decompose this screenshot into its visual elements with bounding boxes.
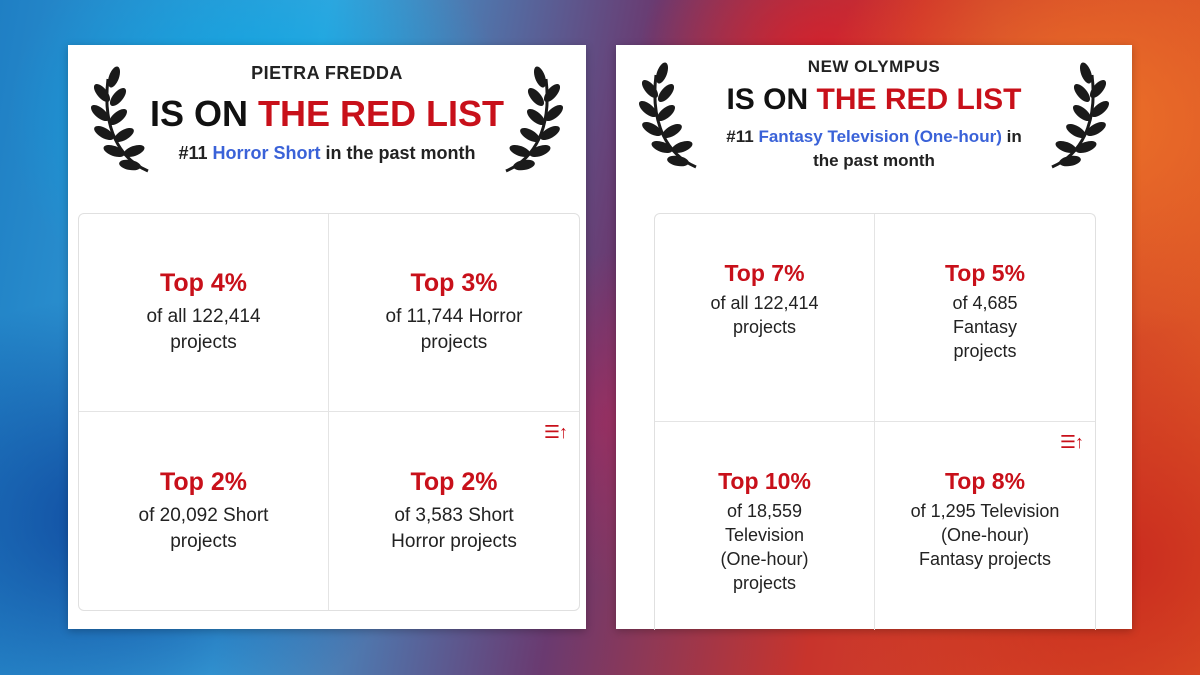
stat-top: Top 10% [718, 468, 811, 494]
stat-top: Top 8% [944, 468, 1026, 494]
stat-top: Top 7% [724, 260, 805, 286]
stat-cell: ☰↑ Top 2% of 3,583 Short Horror projects [329, 412, 579, 610]
stat-desc: of all 122,414 projects [146, 306, 261, 353]
red-list-headline: IS ON THE RED LIST [616, 83, 1132, 117]
stat-cell: Top 5% of 4,685 Fantasy projects [875, 214, 1095, 422]
headline-red-list: THE RED LIST [258, 93, 505, 134]
stats-grid: Top 4% of all 122,414 projects Top 3% of… [78, 213, 580, 611]
laurel-left-icon [90, 59, 160, 179]
red-list-card-pietra-fredda: PIETRA FREDDA IS ON THE RED LIST #11 Hor… [68, 45, 586, 629]
rank-period: in the past month [325, 143, 476, 163]
stat-top: Top 3% [410, 269, 498, 297]
stat-desc: of 20,092 Short projects [138, 504, 269, 552]
laurel-right-icon [494, 59, 564, 179]
rank-number: #11 [178, 143, 208, 163]
stat-desc: of 3,583 Short Horror projects [391, 504, 517, 552]
rank-line: #11 Horror Short in the past month [68, 141, 586, 165]
laurel-right-icon [1040, 55, 1110, 175]
stat-desc: of 1,295 Television (One-hour) Fantasy p… [910, 501, 1060, 569]
genre-link[interactable]: Horror Short [212, 143, 321, 163]
stats-grid: Top 7% of all 122,414 projects Top 5% of… [654, 213, 1096, 630]
stat-desc: of 4,685 Fantasy projects [952, 293, 1018, 361]
red-list-card-new-olympus: NEW OLYMPUS IS ON THE RED LIST #11 Fanta… [616, 45, 1132, 630]
stat-cell: ☰↑ Top 8% of 1,295 Television (One-hour)… [875, 422, 1095, 630]
red-list-headline: IS ON THE RED LIST [68, 93, 586, 135]
stat-top: Top 2% [410, 467, 498, 496]
laurel-left-icon [638, 55, 708, 175]
stat-cell: Top 7% of all 122,414 projects [655, 214, 875, 422]
rank-period: in the past month [813, 127, 1022, 170]
stat-desc: of 18,559 Television (One-hour) projects [720, 501, 809, 593]
stat-cell: Top 3% of 11,744 Horror projects [329, 214, 579, 412]
stat-cell: Top 4% of all 122,414 projects [79, 214, 329, 412]
project-title: NEW OLYMPUS [807, 57, 941, 76]
genre-link[interactable]: Fantasy Television (One-hour) [758, 127, 1002, 146]
stat-desc: of 11,744 Horror projects [385, 306, 523, 353]
stat-cell: Top 2% of 20,092 Short projects [79, 412, 329, 610]
stat-top: Top 2% [159, 467, 248, 496]
project-title: PIETRA FREDDA [251, 63, 403, 83]
stat-desc: of all 122,414 projects [710, 293, 819, 337]
headline-prefix: IS ON [726, 83, 809, 116]
headline-prefix: IS ON [149, 93, 248, 134]
rank-number: #11 [726, 127, 754, 146]
sort-ascending-icon[interactable]: ☰↑ [1059, 432, 1084, 452]
sort-ascending-icon[interactable]: ☰↑ [543, 422, 568, 442]
stat-top: Top 4% [159, 269, 248, 297]
headline-red-list: THE RED LIST [816, 83, 1022, 116]
stat-cell: Top 10% of 18,559 Television (One-hour) … [655, 422, 875, 630]
stat-top: Top 5% [944, 260, 1026, 286]
rank-line: #11 Fantasy Television (One-hour) in the… [712, 125, 1036, 173]
